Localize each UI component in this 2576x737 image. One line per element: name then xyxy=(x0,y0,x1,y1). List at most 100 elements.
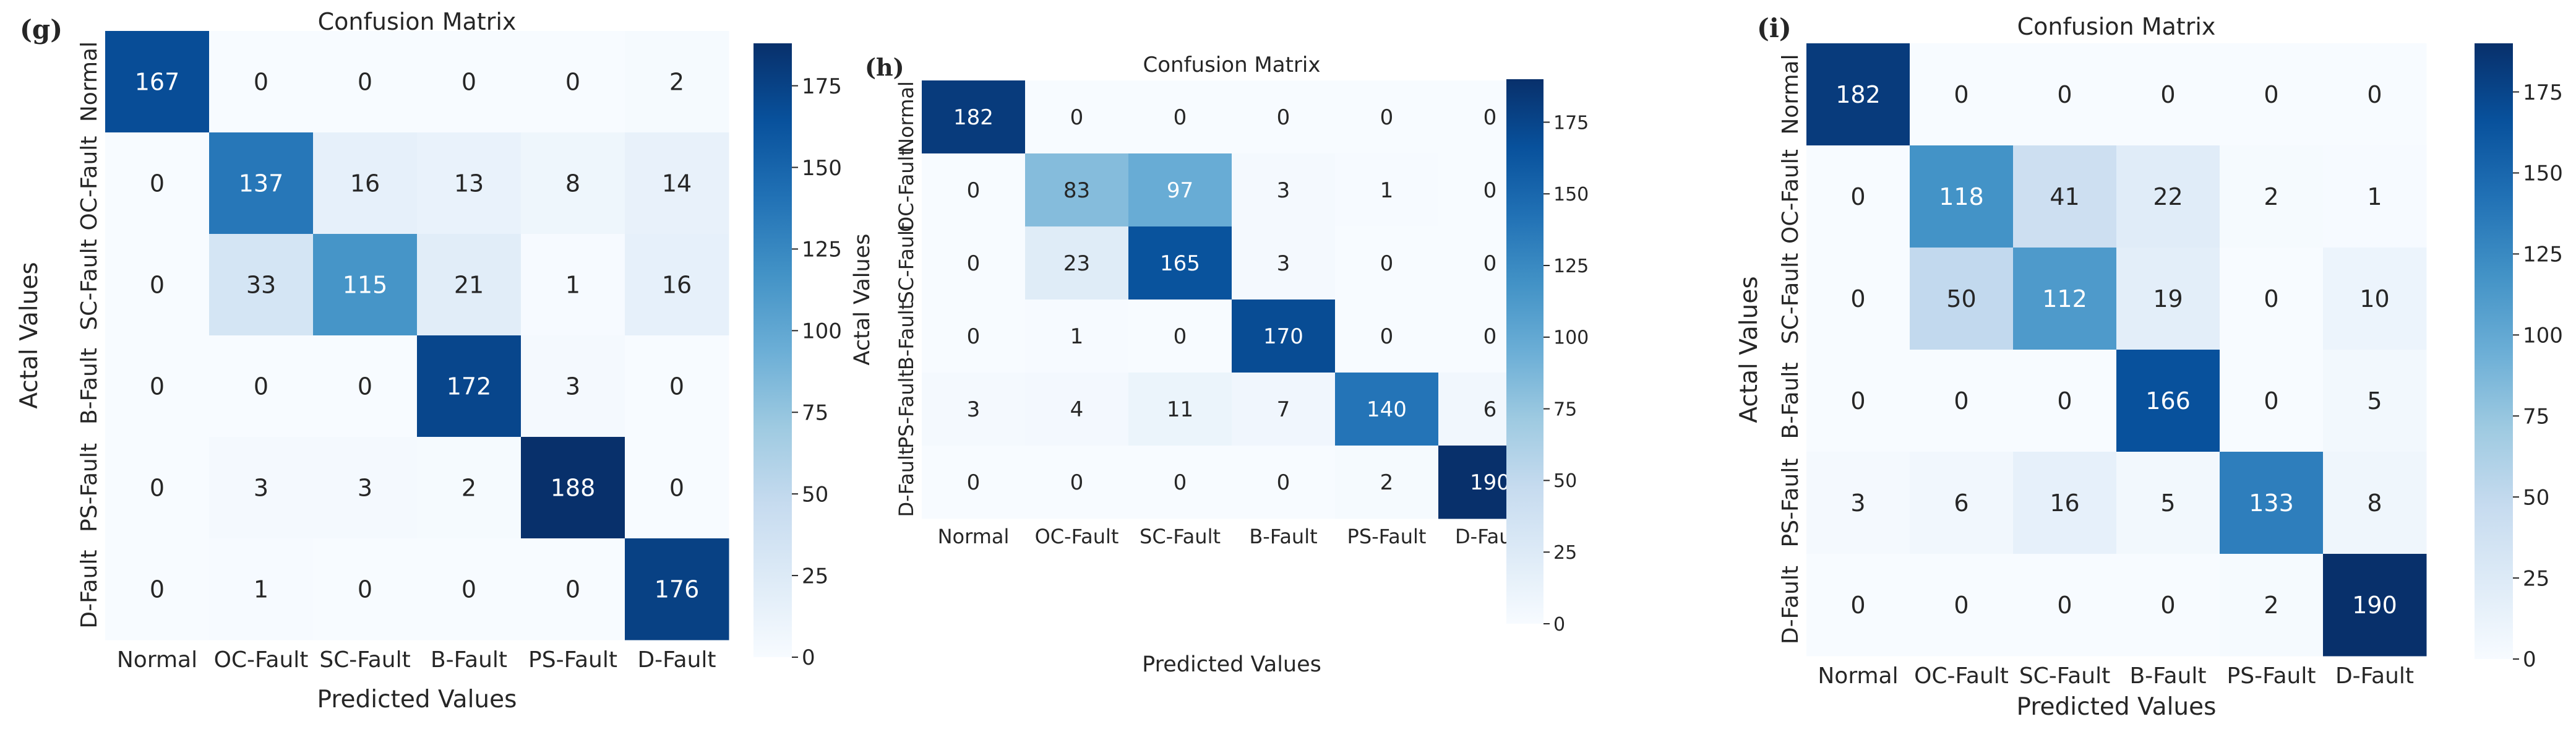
colorbar-tick-label: 25 xyxy=(1553,542,1577,564)
cell-value-label: 6 xyxy=(1954,489,1968,517)
colorbar xyxy=(1506,79,1543,624)
heatmap-cell xyxy=(2013,145,2117,248)
y-tick-label: D-Fault xyxy=(895,447,918,517)
cell-value-label: 1 xyxy=(1380,178,1394,203)
colorbar-tick-label: 125 xyxy=(2523,243,2563,267)
cell-value-label: 0 xyxy=(2264,387,2278,415)
cell-value-label: 0 xyxy=(1380,251,1394,276)
x-axis-label: Predicted Values xyxy=(2017,693,2217,721)
heatmap-cell xyxy=(625,437,729,539)
x-tick-label: Normal xyxy=(117,647,197,673)
heatmap-cell xyxy=(1128,153,1232,227)
x-tick-label: SC-Fault xyxy=(2019,663,2110,689)
cell-value-label: 0 xyxy=(254,69,268,96)
heatmap-cell xyxy=(1232,153,1336,227)
heatmap-cell xyxy=(1910,554,2014,657)
cell-value-label: 0 xyxy=(2367,81,2382,108)
colorbar-tick-label: 75 xyxy=(1553,399,1577,420)
heatmap-cell xyxy=(105,437,210,539)
cell-value-label: 188 xyxy=(551,475,596,502)
cell-value-label: 0 xyxy=(150,373,165,400)
heatmap-cell xyxy=(521,31,625,133)
heatmap-cell xyxy=(521,234,625,336)
cell-value-label: 0 xyxy=(150,170,165,197)
heatmap-cell xyxy=(417,132,522,235)
heatmap-cell xyxy=(2323,248,2427,350)
heatmap-cell xyxy=(625,234,729,336)
colorbar-tick-label: 175 xyxy=(802,74,842,99)
heatmap-cell xyxy=(1025,300,1129,373)
y-tick-label: OC-Fault xyxy=(1778,149,1803,244)
heatmap-cell xyxy=(521,335,625,437)
y-tick-label: OC-Fault xyxy=(77,136,102,231)
heatmap-cell xyxy=(1910,350,2014,452)
y-tick-label: SC-Fault xyxy=(895,223,918,304)
cell-value-label: 0 xyxy=(967,178,981,203)
cell-value-label: 2 xyxy=(2264,592,2278,619)
x-axis-label: Predicted Values xyxy=(317,686,517,713)
colorbar-tick-label: 175 xyxy=(2523,80,2563,105)
heatmap-cell xyxy=(1806,554,1910,657)
heatmap-cell xyxy=(313,437,418,539)
cell-value-label: 1 xyxy=(565,272,580,299)
cell-value-label: 167 xyxy=(135,69,180,96)
heatmap-cell xyxy=(417,234,522,336)
heatmap-cell xyxy=(417,437,522,539)
y-tick-label: SC-Fault xyxy=(77,239,102,330)
heatmap-cell xyxy=(922,446,1026,519)
heatmap-cell xyxy=(209,234,314,336)
heatmap-cell xyxy=(2220,43,2324,146)
y-tick-label: D-Fault xyxy=(1778,566,1803,644)
cell-value-label: 0 xyxy=(358,576,372,603)
colorbar-tick-label: 150 xyxy=(802,156,842,181)
cell-value-label: 0 xyxy=(2057,387,2072,415)
colorbar-tick-label: 125 xyxy=(802,238,842,262)
colorbar-tick-label: 150 xyxy=(2523,162,2563,186)
x-tick-label: Normal xyxy=(938,525,1010,548)
heatmap-cell xyxy=(1128,226,1232,300)
x-tick-label: B-Fault xyxy=(431,647,507,673)
y-tick-label: D-Fault xyxy=(77,550,102,628)
heatmap-cell xyxy=(2220,452,2324,554)
cell-value-label: 0 xyxy=(1174,470,1187,495)
colorbar-tick-label: 25 xyxy=(2523,566,2549,591)
y-tick-label: B-Fault xyxy=(77,348,102,425)
cell-value-label: 0 xyxy=(1954,592,1968,619)
heatmap-cell xyxy=(105,31,210,133)
cell-value-label: 176 xyxy=(655,576,700,603)
cell-value-label: 5 xyxy=(2160,489,2175,517)
heatmap-cell xyxy=(922,153,1026,227)
heatmap-cell xyxy=(1335,373,1439,446)
heatmap-cell xyxy=(105,335,210,437)
panel-label: (h) xyxy=(865,53,904,81)
cell-value-label: 3 xyxy=(1850,489,1865,517)
heatmap-cell xyxy=(2220,248,2324,350)
heatmap-cell xyxy=(1025,80,1129,154)
cell-value-label: 1 xyxy=(2367,183,2382,210)
cell-value-label: 1 xyxy=(254,576,268,603)
cell-value-label: 0 xyxy=(150,576,165,603)
y-tick-label: B-Fault xyxy=(895,302,918,370)
heatmap-cell xyxy=(2116,452,2220,554)
x-tick-label: Normal xyxy=(1818,663,1898,689)
heatmap-cell xyxy=(1910,145,2014,248)
heatmap-cell xyxy=(2220,554,2324,657)
x-tick-label: D-Fault xyxy=(2335,663,2414,689)
cell-value-label: 0 xyxy=(2160,592,2175,619)
heatmap-cell xyxy=(521,132,625,235)
y-tick-label: PS-Fault xyxy=(77,443,102,532)
cell-value-label: 0 xyxy=(1483,251,1497,276)
cell-value-label: 0 xyxy=(2160,81,2175,108)
cell-value-label: 3 xyxy=(565,373,580,400)
cell-value-label: 190 xyxy=(2352,592,2397,619)
heatmap-cell xyxy=(1335,80,1439,154)
cell-value-label: 10 xyxy=(2359,285,2389,312)
cell-value-label: 50 xyxy=(1946,285,1976,312)
cell-value-label: 182 xyxy=(1835,81,1881,108)
heatmap-cell xyxy=(922,226,1026,300)
cell-value-label: 170 xyxy=(1263,324,1303,349)
heatmap-cell xyxy=(105,234,210,336)
cell-value-label: 0 xyxy=(1070,470,1084,495)
heatmap-cell xyxy=(1910,43,2014,146)
